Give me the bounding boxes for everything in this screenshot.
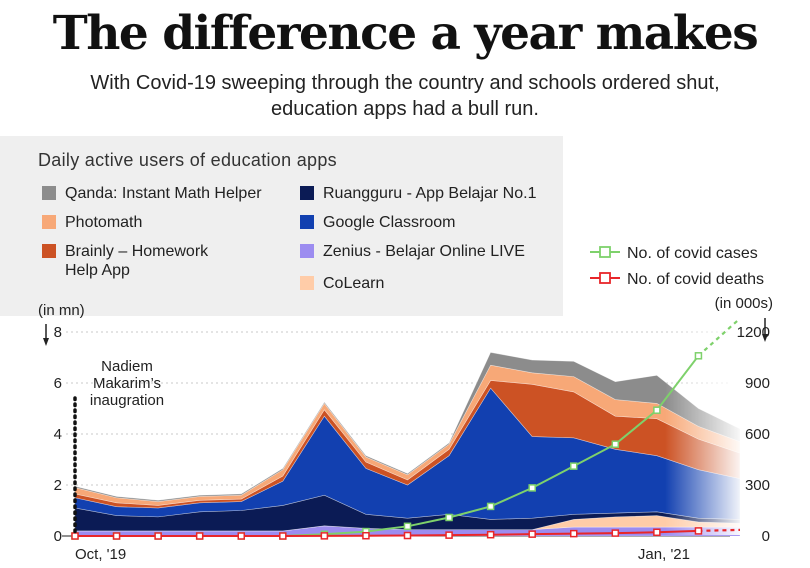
point-no-of-covid-cases-12 [570, 462, 578, 470]
legend-label-photomath: Photomath [65, 214, 142, 231]
legend-swatch-colearn [300, 276, 314, 290]
annotation-line-3: inaugration [90, 392, 164, 409]
legend-panel: Daily active users of education apps [0, 136, 563, 316]
right-tick-0: 0 [762, 528, 770, 545]
chart-subtitle: With Covid-19 sweeping through the count… [0, 70, 810, 122]
legend-label-ruangguru-app-belajar-no-1: Ruangguru - App Belajar No.1 [323, 185, 537, 202]
point-no-of-covid-cases-13 [611, 440, 620, 448]
left-tick-6: 6 [54, 375, 62, 392]
future-fade [665, 320, 745, 535]
legend-swatch-zenius-belajar-online-live [300, 244, 314, 258]
legend-swatch-qanda-instant-math-helper [42, 186, 56, 200]
point-no-of-covid-deaths-1 [112, 532, 121, 540]
left-tick-0: 0 [54, 528, 62, 545]
chart-title: The difference a year makes [52, 6, 759, 61]
right-axis-unit: (in 000s) [715, 295, 773, 312]
left-tick-2: 2 [54, 477, 62, 494]
point-no-of-covid-cases-9 [445, 513, 453, 522]
annotation-line-2: Makarim’s [93, 375, 161, 392]
point-no-of-covid-cases-11 [528, 484, 536, 492]
point-no-of-covid-deaths-15 [694, 527, 703, 535]
x-start-label: Oct, '19 [75, 546, 126, 563]
left-axis-arrowhead [43, 338, 49, 346]
legend-swatch-photomath [42, 215, 56, 229]
legend-label-qanda-instant-math-helper: Qanda: Instant Math Helper [65, 185, 262, 202]
point-no-of-covid-cases-14 [653, 406, 661, 414]
subtitle-line-2: education apps had a bull run. [271, 98, 539, 120]
legend-label-no-of-covid-deaths: No. of covid deaths [627, 271, 764, 288]
legend-swatch-google-classroom [300, 215, 314, 229]
legend-title: Daily active users of education apps [38, 150, 337, 170]
subtitle-line-1: With Covid-19 sweeping through the count… [90, 72, 720, 94]
point-no-of-covid-deaths-6 [320, 532, 329, 540]
point-no-of-covid-deaths-8 [403, 531, 412, 540]
point-no-of-covid-cases-10 [486, 502, 495, 511]
point-no-of-covid-deaths-5 [279, 532, 287, 540]
point-no-of-covid-deaths-2 [154, 532, 162, 540]
point-no-of-covid-deaths-11 [528, 530, 536, 538]
point-no-of-covid-deaths-3 [195, 532, 204, 540]
left-axis-unit: (in mn) [38, 302, 85, 319]
legend-label-brainly-homework-line-2: Help App [65, 262, 130, 279]
x-end-label: Jan, '21 [638, 546, 690, 563]
point-no-of-covid-deaths-9 [445, 531, 453, 539]
right-tick-600: 600 [745, 426, 770, 443]
point-no-of-covid-deaths-4 [237, 532, 245, 540]
legend-swatch-ruangguru-app-belajar-no-1 [300, 186, 314, 200]
stacked-areas [74, 352, 741, 537]
left-tick-4: 4 [54, 426, 62, 443]
point-no-of-covid-deaths-12 [570, 529, 578, 538]
axes: 0 2 4 6 8 0 300 600 900 1200 (in mn) (in 000s) Oct, … [38, 295, 773, 563]
right-tick-900: 900 [745, 375, 770, 392]
point-no-of-covid-deaths-7 [362, 531, 370, 540]
point-no-of-covid-cases-8 [403, 522, 412, 531]
right-axis-arrowhead [762, 334, 768, 342]
legend-label-no-of-covid-cases: No. of covid cases [627, 245, 758, 262]
legend-label-colearn: CoLearn [323, 275, 384, 292]
covid-lines [71, 317, 741, 540]
point-no-of-covid-deaths-10 [486, 530, 495, 539]
point-no-of-covid-cases-15 [694, 352, 703, 360]
point-no-of-covid-deaths-14 [653, 528, 661, 537]
legend-swatch-brainly-homework [42, 244, 56, 258]
line-no-of-covid-cases-projection [697, 317, 741, 357]
legend-marker-no-of-covid-cases [599, 246, 611, 258]
legend-marks: Qanda: Instant Math Helper Photomath Brain… [42, 185, 764, 292]
line-no-of-covid-deaths [75, 529, 699, 537]
left-tick-8: 8 [54, 324, 62, 341]
right-tick-300: 300 [745, 477, 770, 494]
legend-label-google-classroom: Google Classroom [323, 214, 456, 231]
legend-label-brainly-homework: Brainly – Homework [65, 243, 209, 260]
legend-marker-no-of-covid-deaths [599, 272, 611, 284]
point-no-of-covid-deaths-13 [611, 529, 620, 537]
line-no-of-covid-deaths-projection [698, 528, 741, 532]
legend-label-zenius-belajar-online-live: Zenius - Belajar Online LIVE [323, 243, 525, 260]
annotation-line-1: Nadiem [101, 358, 153, 375]
right-tick-1200: 1200 [737, 324, 770, 341]
